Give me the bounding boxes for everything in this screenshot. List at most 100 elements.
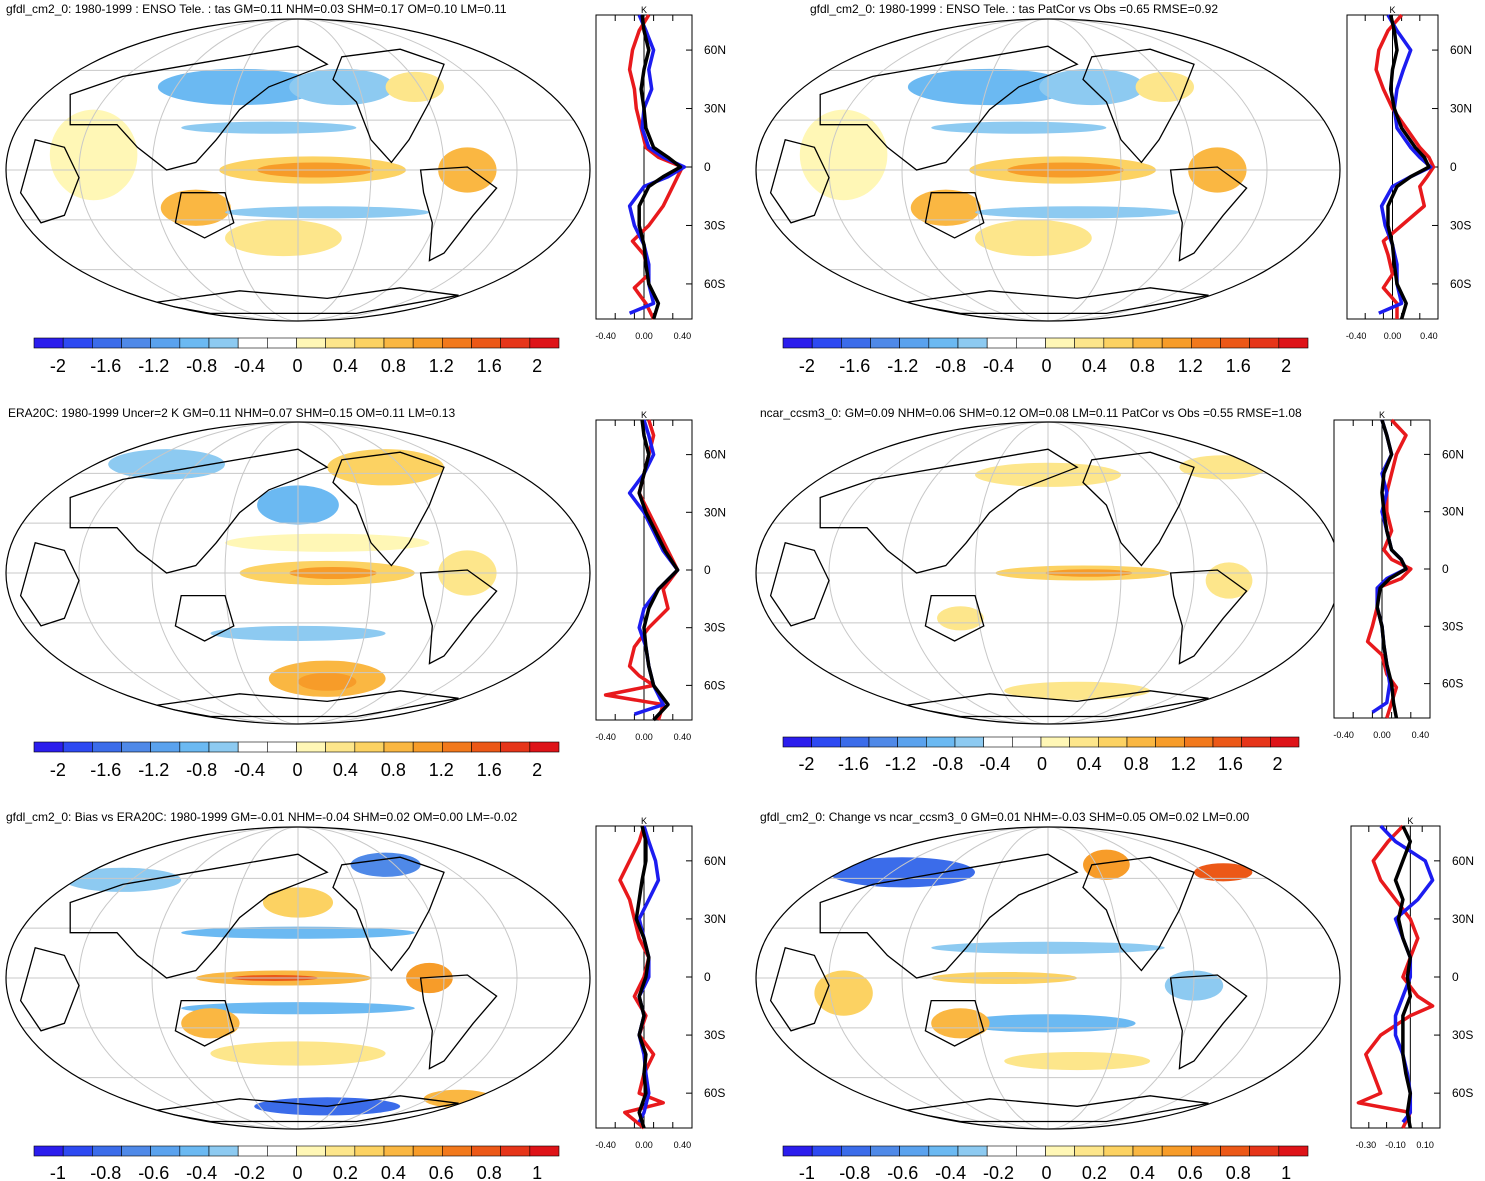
colorbar-swatch: [957, 1145, 988, 1157]
coastline: [419, 974, 498, 1070]
colorbar-label: 0: [292, 356, 302, 376]
colorbar-label: -1.2: [887, 356, 918, 376]
zonal-series-line: [1365, 418, 1413, 719]
colorbar-swatch: [179, 1145, 210, 1157]
colorbar-swatch: [782, 736, 812, 748]
colorbar-swatch: [179, 741, 210, 753]
coastline: [332, 856, 445, 972]
colorbar-label: 1.6: [477, 760, 502, 780]
x-tick-label: 0.40: [674, 1140, 692, 1150]
coastline: [1169, 166, 1248, 262]
colorbar-swatch: [412, 337, 443, 349]
longitude-gridline: [151, 827, 445, 1129]
lat-tick-label: 60N: [1442, 447, 1464, 461]
map-border: [755, 18, 1341, 322]
colorbar-swatch: [33, 1145, 64, 1157]
colorbar-swatch: [1155, 736, 1185, 748]
anomaly-region: [108, 449, 225, 480]
x-tick-label: -0.40: [595, 1140, 616, 1150]
coastline: [819, 853, 1079, 979]
colorbar-swatch: [782, 1145, 813, 1157]
lat-tick-label: 60N: [1452, 854, 1474, 868]
colorbar-swatch: [1270, 736, 1300, 748]
anomaly-region: [160, 189, 231, 226]
colorbar-swatch: [1126, 736, 1156, 748]
colorbar-swatch: [208, 1145, 239, 1157]
colorbar-swatch: [811, 337, 842, 349]
x-tick-label: -0.30: [1356, 1140, 1377, 1150]
lat-tick-label: 30S: [704, 621, 725, 635]
colorbar-swatch: [354, 337, 385, 349]
colorbar-label: -1.6: [90, 760, 121, 780]
coastline: [1082, 451, 1195, 567]
coastline: [174, 594, 235, 642]
coastline: [174, 192, 235, 239]
coastline: [819, 448, 1079, 574]
colorbar-swatch: [1220, 1145, 1250, 1157]
colorbar-swatch: [1132, 1145, 1163, 1157]
longitude-gridline: [78, 422, 518, 724]
zonal-series-line: [1393, 825, 1413, 1129]
x-tick-label: 0.40: [1412, 730, 1430, 740]
x-tick-label: 0.40: [674, 331, 692, 341]
colorbar-label: 2: [532, 356, 542, 376]
colorbar-swatch: [500, 337, 531, 349]
colorbar-label: -2: [798, 754, 814, 774]
units-label: K: [1379, 410, 1385, 420]
colorbar-swatch: [782, 337, 813, 349]
colorbar-swatch: [92, 337, 122, 349]
colorbar-swatch: [62, 741, 93, 753]
zonal-series-line: [1375, 419, 1408, 719]
colorbar-swatch: [442, 1145, 472, 1157]
zonal-plot-frame: [1350, 825, 1441, 1129]
colorbar-label: -1.2: [138, 356, 169, 376]
coastline: [819, 45, 1079, 171]
x-tick-label: 0.10: [1416, 1140, 1434, 1150]
map-field: [756, 422, 1340, 724]
x-tick-label: 0.40: [674, 732, 692, 742]
colorbar-label: 0.4: [381, 1163, 406, 1181]
lat-tick-label: 0: [1442, 562, 1449, 576]
lat-tick-label: 30S: [1452, 1028, 1473, 1042]
units-label: K: [641, 410, 647, 420]
colorbar-swatch: [1220, 337, 1250, 349]
x-tick-label: 0.00: [635, 331, 653, 341]
colorbar-label: 0: [1041, 1163, 1051, 1181]
colorbar-swatch: [1103, 1145, 1134, 1157]
colorbar-label: -0.8: [186, 760, 217, 780]
colorbar-swatch: [926, 736, 956, 748]
colorbar-label: -0.4: [983, 356, 1014, 376]
colorbar-label: -0.2: [983, 1163, 1014, 1181]
colorbar-swatch: [1278, 1145, 1309, 1157]
longitude-gridline: [151, 19, 445, 321]
colorbar-label: -0.4: [234, 760, 265, 780]
colorbar-swatch: [383, 741, 414, 753]
colorbar-label: -2: [799, 356, 815, 376]
coastline: [924, 192, 985, 239]
coastline: [332, 48, 445, 164]
colorbar-swatch: [150, 1145, 181, 1157]
x-tick-label: -0.40: [1346, 331, 1367, 341]
colorbar-label: 2: [1281, 356, 1291, 376]
zonal-series-line: [1356, 824, 1435, 1129]
colorbar-swatch: [62, 337, 93, 349]
map-border: [5, 421, 591, 725]
coastline: [769, 542, 830, 627]
longitude-gridline: [974, 19, 1122, 321]
anomaly-region: [181, 1008, 240, 1039]
coastline: [151, 690, 459, 718]
colorbar-swatch: [811, 736, 841, 748]
colorbar-label: -0.6: [887, 1163, 918, 1181]
colorbar-swatch: [1016, 1145, 1046, 1157]
colorbar-label: -0.4: [234, 356, 265, 376]
colorbar-label: 1.2: [1178, 356, 1203, 376]
colorbar-label: -0.8: [90, 1163, 121, 1181]
colorbar-swatch: [841, 1145, 871, 1157]
longitude-gridline: [974, 827, 1122, 1129]
colorbar-label: -1: [50, 1163, 66, 1181]
colorbar-swatch: [1040, 736, 1070, 748]
panel-era20c: ERA20C: 1980-1999 Uncer=2 K GM=0.11 NHM=…: [0, 400, 742, 790]
anomaly-region: [1194, 863, 1253, 882]
anomaly-region: [931, 121, 1107, 134]
